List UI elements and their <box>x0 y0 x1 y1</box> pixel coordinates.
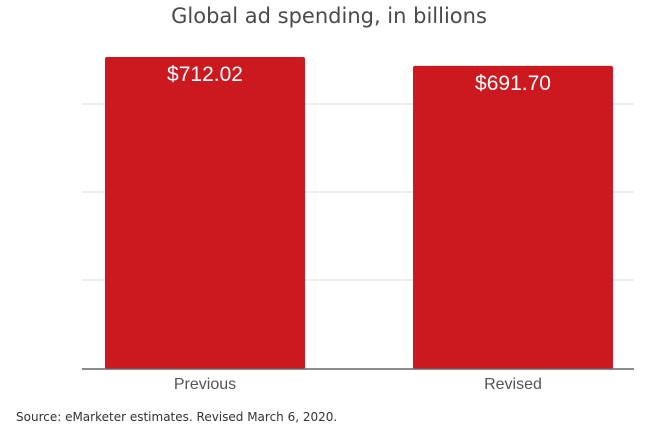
x-tick-label-revised: Revised <box>484 376 542 393</box>
bar-revised <box>413 65 613 369</box>
chart-title: Global ad spending, in billions <box>171 4 487 28</box>
data-label-previous: $712.02 <box>167 63 243 86</box>
bar-chart: $712.02 Previous $691.70 Revised <box>82 57 634 393</box>
labels: $712.02 Previous $691.70 Revised <box>167 63 551 393</box>
x-tick-label-previous: Previous <box>174 376 236 393</box>
data-label-revised: $691.70 <box>475 72 551 95</box>
source-note: Source: eMarketer estimates. Revised Mar… <box>16 410 338 424</box>
bars <box>105 57 613 369</box>
bar-previous <box>105 57 305 369</box>
